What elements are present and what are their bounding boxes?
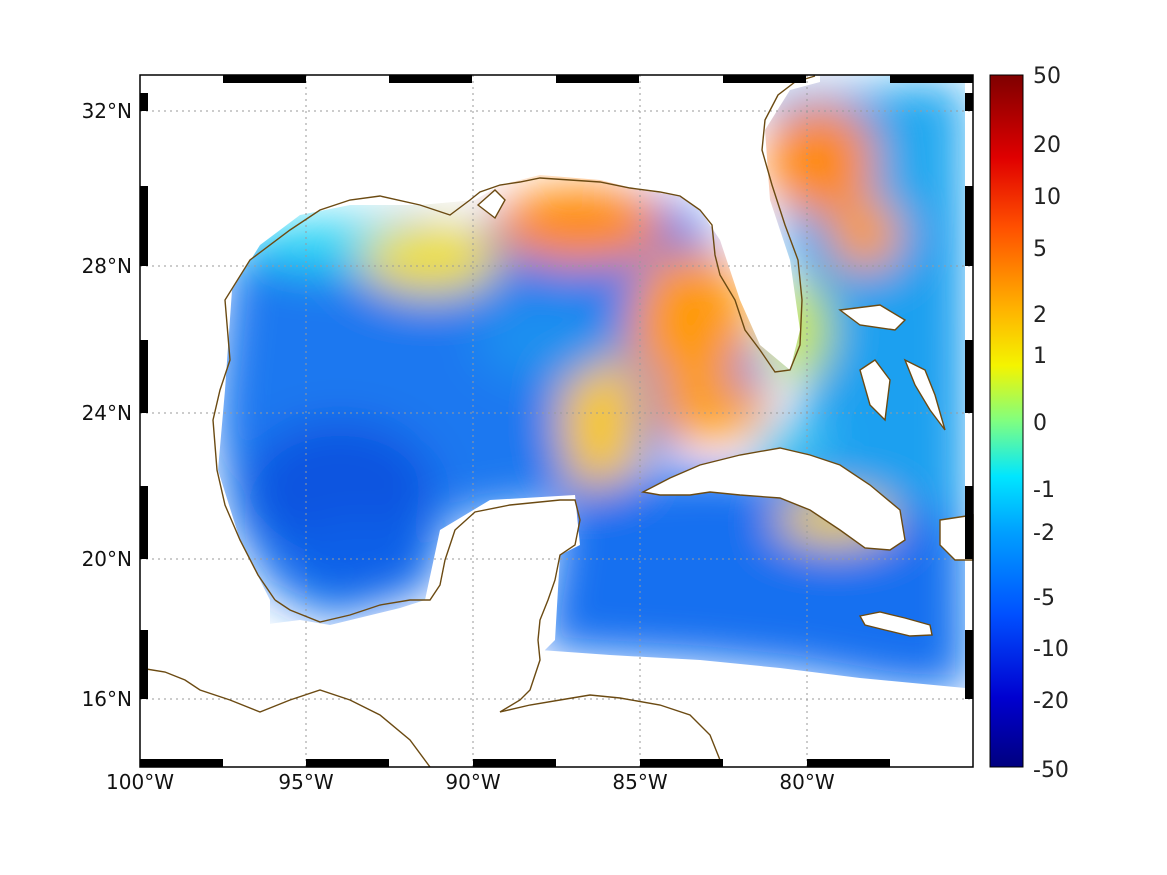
field-wfs xyxy=(630,250,750,390)
coast-gulf-us xyxy=(212,75,816,601)
y-tick-label: 28°N xyxy=(82,254,132,278)
colorbar-tick-label: -10 xyxy=(1033,637,1069,662)
coastlines xyxy=(139,75,974,768)
y-tick-label: 32°N xyxy=(82,99,132,123)
colorbar-tick-label: -20 xyxy=(1033,689,1069,714)
coast-grand-bahama xyxy=(838,304,907,331)
x-tick-label: 80°W xyxy=(779,770,834,794)
colorbar: 50 20 10 5 2 1 0 -1 -2 -5 -10 -20 -50 xyxy=(989,64,1069,783)
coast-andros xyxy=(859,359,891,422)
field-central-warm xyxy=(360,225,500,295)
y-tick-label: 20°N xyxy=(82,547,132,571)
x-tick-label: 85°W xyxy=(612,770,667,794)
field-mask-land-west xyxy=(140,75,820,767)
field-campeche xyxy=(290,520,430,600)
x-axis-labels: 100°W 95°W 90°W 85°W 80°W xyxy=(106,770,835,794)
coast-mexico-east xyxy=(274,499,581,713)
colorbar-tick-label: -50 xyxy=(1033,758,1069,783)
coast-honduras xyxy=(499,694,721,761)
y-tick-label: 24°N xyxy=(82,401,132,425)
x-tick-label: 100°W xyxy=(106,770,174,794)
colorbar-tick-label: -2 xyxy=(1033,521,1055,546)
field-mid-blue xyxy=(475,298,615,382)
x-tick-label: 95°W xyxy=(278,770,333,794)
colorbar-ramp xyxy=(989,74,1024,768)
data-field xyxy=(140,75,973,767)
x-tick-label: 90°W xyxy=(445,770,500,794)
field-atlantic-orange2 xyxy=(830,200,900,270)
coast-cuba xyxy=(640,447,906,551)
frame xyxy=(139,74,974,768)
colorbar-tick-label: -1 xyxy=(1033,478,1055,503)
colorbar-tick-label: 10 xyxy=(1033,185,1061,210)
field-ne-gulf xyxy=(495,185,665,265)
colorbar-tick-label: 2 xyxy=(1033,303,1047,328)
coast-pine-islands xyxy=(476,189,506,220)
field-atlantic-east xyxy=(875,80,965,220)
colorbar-tick-label: 20 xyxy=(1033,133,1061,158)
field-loop-arm xyxy=(560,340,640,500)
grid xyxy=(140,75,973,767)
coast-jamaica xyxy=(858,611,933,637)
coast-central-america xyxy=(139,667,431,768)
colorbar-tick-label: 50 xyxy=(1033,64,1061,89)
colorbar-tick-label: 5 xyxy=(1033,237,1047,262)
y-axis-labels: 32°N 28°N 24°N 20°N 16°N xyxy=(82,99,132,711)
coast-eleuthera xyxy=(903,358,946,431)
colorbar-tick-label: 1 xyxy=(1033,344,1047,369)
field-mask-south xyxy=(540,650,973,767)
colorbar-labels: 50 20 10 5 2 1 0 -1 -2 -5 -10 -20 -50 xyxy=(1033,64,1069,783)
y-tick-label: 16°N xyxy=(82,687,132,711)
colorbar-tick-label: -5 xyxy=(1033,586,1055,611)
field-straits xyxy=(650,380,770,440)
colorbar-tick-label: 0 xyxy=(1033,411,1047,436)
field-atlantic-orange xyxy=(765,105,875,215)
